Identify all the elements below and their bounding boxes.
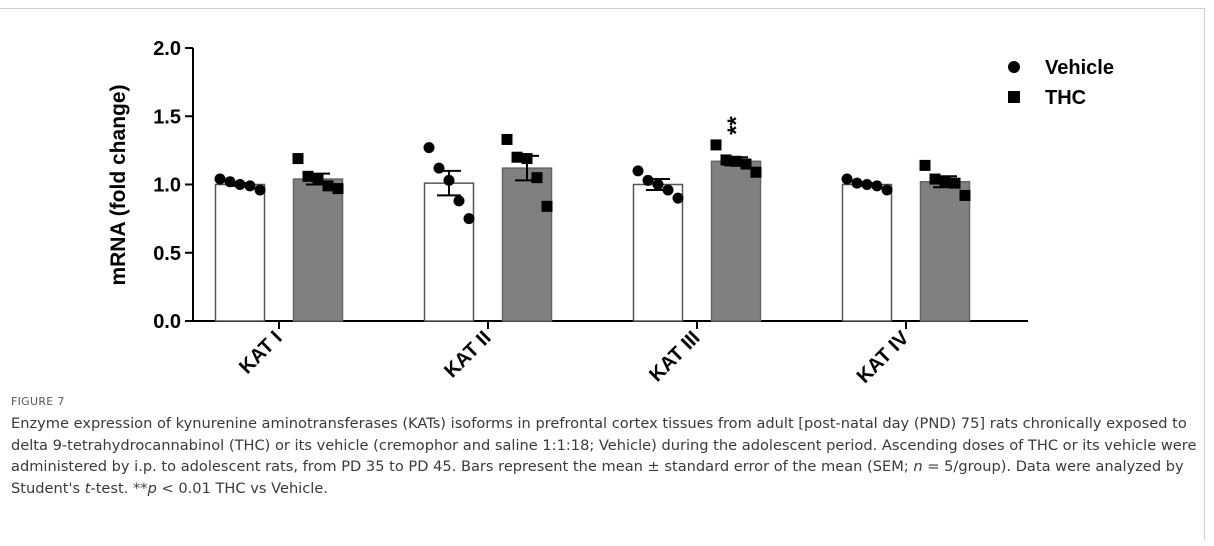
data-point xyxy=(652,179,664,190)
data-point xyxy=(750,166,762,178)
legend-marker xyxy=(1008,91,1020,103)
caption-t-symbol: t xyxy=(84,479,91,497)
data-point xyxy=(642,174,654,186)
data-point xyxy=(531,172,543,184)
data-point xyxy=(254,184,266,196)
y-tick-label: 0.5 xyxy=(153,243,181,265)
data-point xyxy=(302,170,314,182)
x-tick-label: KAT III xyxy=(645,327,704,386)
data-point xyxy=(224,176,236,188)
caption-text-4: < 0.01 THC vs Vehicle. xyxy=(156,479,328,497)
data-point xyxy=(710,139,722,151)
legend-label: Vehicle xyxy=(1045,57,1114,79)
caption-p-symbol: p xyxy=(147,479,157,497)
data-point xyxy=(511,151,523,163)
y-tick-label: 1.0 xyxy=(153,175,181,197)
y-tick-label: 0.0 xyxy=(153,311,181,333)
data-point xyxy=(332,183,344,195)
data-point xyxy=(939,176,951,188)
data-point xyxy=(234,179,246,190)
legend-marker xyxy=(1008,61,1020,73)
caption-n-symbol: n xyxy=(913,458,923,475)
data-point xyxy=(949,177,961,189)
bar xyxy=(710,160,762,322)
data-point xyxy=(423,142,435,154)
caption-text-1: Enzyme expression of kynurenine aminotra… xyxy=(11,415,1197,475)
data-point xyxy=(632,165,644,177)
data-point xyxy=(851,177,863,189)
data-point xyxy=(841,173,853,185)
data-point xyxy=(740,158,752,170)
bar xyxy=(214,183,266,322)
data-point xyxy=(871,180,883,192)
data-point xyxy=(433,162,445,174)
data-point xyxy=(929,173,941,185)
bar-chart: 0.0 0.5 1.0 1.5 2.0 mRNA (fold change) KAT I KA… xyxy=(107,38,1114,388)
significance-annotation: ** xyxy=(723,116,750,135)
data-point xyxy=(541,200,553,212)
data-point xyxy=(881,184,893,196)
data-point xyxy=(720,154,732,166)
data-point xyxy=(501,133,513,145)
bar xyxy=(632,183,684,322)
y-tick-label: 1.5 xyxy=(153,106,181,128)
data-point xyxy=(453,195,465,207)
data-point xyxy=(861,179,873,190)
caption-text-2: = 5/group). Data were analyzed by Studen… xyxy=(11,458,1184,497)
bar xyxy=(292,178,344,322)
data-point xyxy=(919,159,931,171)
bar xyxy=(919,181,971,322)
data-point xyxy=(214,173,226,185)
figure-label: FIGURE 7 xyxy=(11,395,65,408)
figure-frame xyxy=(0,8,1205,540)
data-point xyxy=(521,153,533,165)
data-point xyxy=(730,155,742,167)
x-tick-label: KAT IV xyxy=(853,327,914,388)
data-point xyxy=(959,189,971,201)
data-point xyxy=(662,184,674,196)
data-point xyxy=(292,153,304,165)
bar xyxy=(501,167,553,322)
x-tick-label: KAT I xyxy=(235,327,286,378)
data-point xyxy=(463,213,475,225)
data-point xyxy=(312,173,324,185)
bar xyxy=(841,183,893,322)
data-point xyxy=(244,180,256,192)
bar xyxy=(423,182,475,322)
data-point xyxy=(672,192,684,204)
y-tick-label: 2.0 xyxy=(153,38,181,60)
x-tick-label: KAT II xyxy=(440,327,495,382)
caption-text-3: -test. ** xyxy=(90,479,148,497)
figure-caption: Enzyme expression of kynurenine aminotra… xyxy=(11,413,1199,499)
y-axis-label: mRNA (fold change) xyxy=(107,84,130,285)
legend-label: THC xyxy=(1045,87,1086,109)
data-point xyxy=(322,180,334,192)
data-point xyxy=(443,174,455,186)
